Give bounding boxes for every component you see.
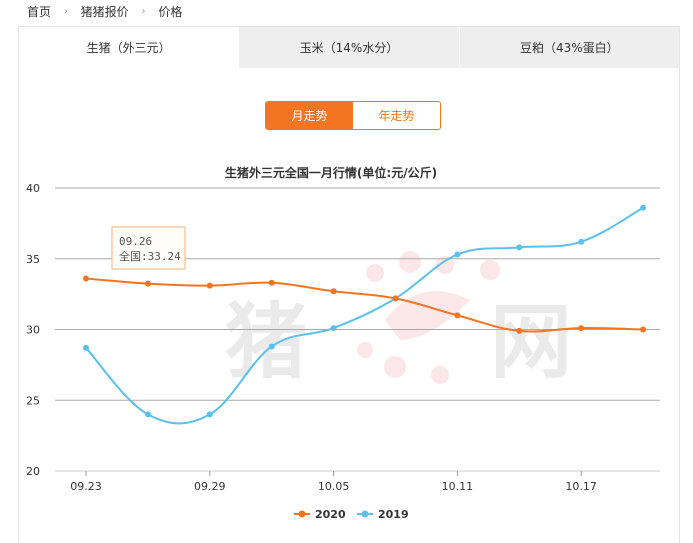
data-point-2019 xyxy=(640,204,647,211)
x-tick-label: 10.05 xyxy=(318,480,350,493)
year-trend-button[interactable]: 年走势 xyxy=(353,102,440,129)
watermark-logo: 猪 网 xyxy=(225,251,572,390)
chart-title: 生猪外三元全国一月行情(单位:元/公斤) xyxy=(225,165,437,180)
data-point-2020 xyxy=(83,275,89,282)
watermark-text-right: 网 xyxy=(490,295,572,390)
y-tick-label: 25 xyxy=(26,394,40,407)
y-tick-label: 30 xyxy=(26,324,40,337)
series-layer xyxy=(83,204,647,425)
month-trend-button[interactable]: 月走势 xyxy=(266,102,353,129)
watermark-dot xyxy=(384,356,406,378)
data-point-2019 xyxy=(578,238,585,245)
watermark-dot xyxy=(357,342,373,358)
tooltip-value: 全国:33.24 xyxy=(119,249,181,263)
data-point-2020 xyxy=(516,327,523,334)
legend-marker-2020 xyxy=(298,510,306,518)
series-line-2020 xyxy=(85,277,644,333)
y-tick-label: 35 xyxy=(26,253,40,266)
x-tick-label: 10.17 xyxy=(565,480,597,493)
x-tick-label: 09.29 xyxy=(194,480,226,493)
watermark-dot xyxy=(480,260,500,280)
breadcrumb-home[interactable]: 首页 xyxy=(27,5,52,19)
data-tooltip: 09.26 全国:33.24 xyxy=(111,226,186,270)
tab-soybean-meal[interactable]: 豆粕（43%蛋白） xyxy=(458,27,679,68)
breadcrumb-current: 价格 xyxy=(158,5,183,19)
watermark-dot xyxy=(431,366,449,384)
data-point-2019 xyxy=(83,344,89,351)
tab-live-pig[interactable]: 生猪（外三元） xyxy=(19,27,239,68)
watermark-dot xyxy=(436,256,454,274)
commodity-tabs: 生猪（外三元） 玉米（14%水分） 豆粕（43%蛋白） xyxy=(19,27,679,68)
tab-corn[interactable]: 玉米（14%水分） xyxy=(238,27,459,68)
data-point-2020 xyxy=(206,282,213,289)
chevron-right-icon: › xyxy=(63,6,68,17)
data-point-2019 xyxy=(454,251,461,258)
legend-label-2020: 2020 xyxy=(315,508,346,521)
chevron-right-icon: › xyxy=(141,6,146,17)
period-toggle: 月走势 年走势 xyxy=(265,101,441,130)
data-point-2019 xyxy=(516,244,523,251)
tooltip-date: 09.26 xyxy=(119,235,152,248)
y-tick-label: 20 xyxy=(26,465,40,478)
watermark-dot xyxy=(399,251,421,273)
x-axis: 09.23 09.29 10.05 10.11 10.17 xyxy=(70,471,597,493)
legend-marker-2019 xyxy=(361,510,369,518)
watermark-swoosh xyxy=(385,291,470,340)
data-point-2020 xyxy=(268,279,275,286)
data-point-2020 xyxy=(454,312,461,319)
data-point-2019 xyxy=(330,325,337,332)
data-point-2020 xyxy=(578,325,585,332)
data-point-2019 xyxy=(206,411,213,418)
breadcrumb: 首页 › 猪猪报价 › 价格 xyxy=(27,3,182,19)
price-card: 生猪（外三元） 玉米（14%水分） 豆粕（43%蛋白） 月走势 年走势 xyxy=(18,26,680,543)
data-point-2020 xyxy=(330,288,337,295)
tooltip-box xyxy=(111,226,186,270)
breadcrumb-category[interactable]: 猪猪报价 xyxy=(80,5,129,19)
chart-legend: 2020 2019 xyxy=(294,508,409,521)
x-tick-label: 09.23 xyxy=(70,480,102,493)
x-tick-label: 10.11 xyxy=(442,480,474,493)
watermark-text-left: 猪 xyxy=(225,295,307,390)
y-axis-labels: 20 25 30 35 40 xyxy=(26,182,40,478)
series-line-2019 xyxy=(85,206,644,425)
data-point-2020 xyxy=(640,326,647,333)
y-tick-label: 40 xyxy=(26,182,40,195)
data-point-2020 xyxy=(144,280,151,287)
data-point-2019 xyxy=(268,343,275,350)
legend-label-2019: 2019 xyxy=(378,508,409,521)
watermark-dot xyxy=(366,264,384,282)
data-point-2019 xyxy=(144,411,151,418)
data-point-2020 xyxy=(392,295,399,302)
